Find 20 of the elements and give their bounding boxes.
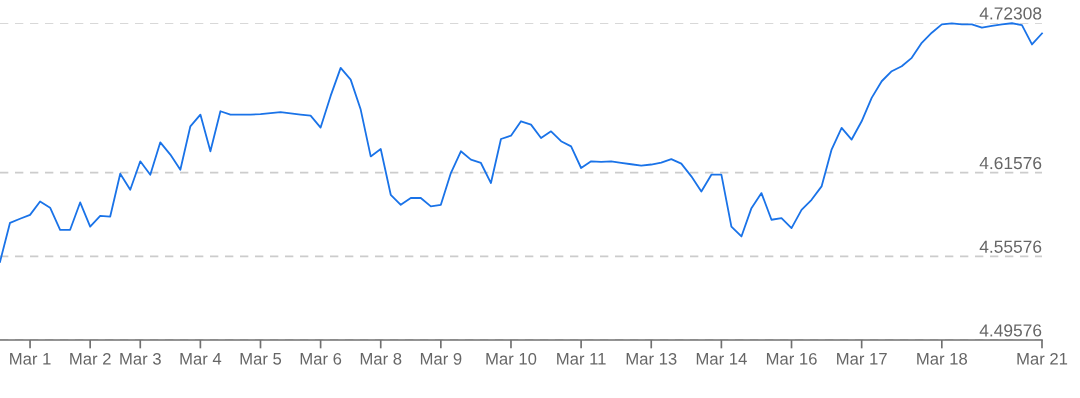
- x-tick-label: Mar 5: [240, 353, 282, 365]
- x-tick-label: Mar 3: [120, 352, 161, 365]
- x-tick-label: Mar 10: [486, 352, 537, 365]
- x-tick-label: Mar 18: [917, 352, 968, 365]
- x-tick-label: Mar 2: [70, 352, 111, 365]
- x-tick-label: Mar 21: [1017, 352, 1068, 365]
- x-tick-label: Mar 17: [837, 353, 887, 365]
- y-tick-label: 4.55576: [979, 240, 1042, 253]
- x-tick-label: Mar 6: [300, 352, 342, 365]
- x-tick-label: Mar 4: [180, 353, 222, 365]
- x-tick-label: Mar 13: [626, 352, 677, 365]
- x-tick-label: Mar 14: [696, 353, 747, 365]
- x-tick-label: Mar 11: [557, 353, 606, 365]
- y-tick-label: 4.61576: [979, 156, 1042, 170]
- x-tick-label: Mar 16: [766, 352, 817, 365]
- y-tick-label: 4.72308: [979, 7, 1042, 20]
- x-tick-label: Mar 8: [360, 352, 402, 365]
- x-tick-label: Mar 1: [10, 353, 51, 365]
- y-tick-label: 4.49576: [979, 324, 1042, 337]
- x-tick-label: Mar 9: [420, 352, 462, 365]
